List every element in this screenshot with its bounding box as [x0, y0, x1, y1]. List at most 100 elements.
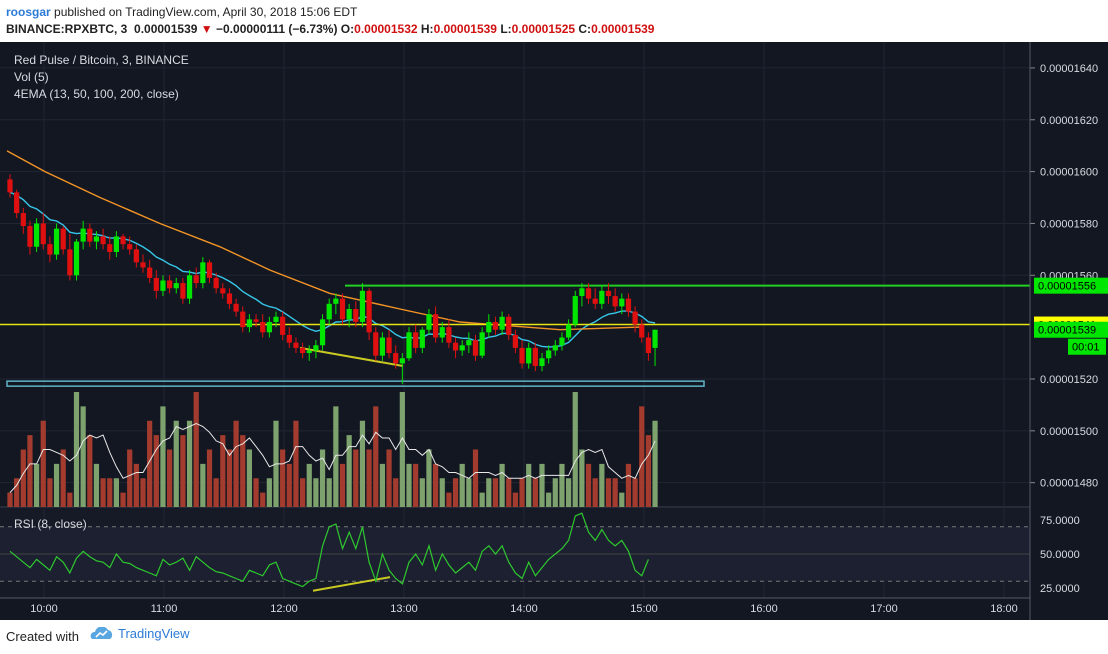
volume-bar — [353, 449, 359, 507]
candle-body — [639, 324, 645, 338]
candle-body — [479, 332, 485, 356]
volume-bar — [339, 463, 346, 507]
candle-body — [532, 347, 538, 367]
volume-bar — [579, 449, 585, 507]
volume-bar — [7, 492, 13, 507]
candle-body — [286, 334, 292, 343]
candle-body — [273, 316, 279, 322]
candle-body — [373, 332, 379, 356]
candle-body — [519, 347, 525, 364]
candle-body — [399, 358, 405, 364]
candle-body — [652, 329, 658, 348]
volume-bar — [605, 478, 612, 507]
volume-bar — [479, 492, 485, 507]
author-link[interactable]: roosgar — [6, 5, 51, 19]
chart-svg[interactable]: 0.00001640 0.00001620 0.00001600 0.00001580… — [0, 42, 1108, 620]
high-label: H: — [420, 22, 434, 36]
volume-bar — [386, 449, 392, 507]
volume-bar — [393, 478, 399, 507]
volume-bar — [466, 478, 472, 507]
rsi-divergence-line — [312, 576, 391, 592]
price-tick-label: 0.00001640 — [1040, 63, 1098, 75]
candle-body — [127, 244, 133, 250]
chart-title: Red Pulse / Bitcoin, 3, BINANCE — [14, 53, 189, 67]
volume-bar — [572, 392, 578, 507]
publisher-line: roosgar published on TradingView.com, Ap… — [6, 5, 357, 19]
candle-body — [359, 290, 366, 322]
candle-body — [419, 329, 425, 348]
volume-bar — [34, 463, 40, 507]
volume-bar — [220, 435, 226, 507]
candle-body — [393, 353, 399, 364]
volume-bar — [506, 478, 512, 507]
tradingview-logo-link[interactable]: TradingView — [88, 626, 190, 641]
volume-bar — [306, 463, 312, 507]
candle-body — [300, 347, 306, 354]
volume-bar — [472, 449, 479, 507]
volume-bar — [625, 463, 632, 507]
volume-bar — [539, 463, 545, 507]
candle-body — [599, 290, 605, 304]
candle-body — [319, 319, 326, 346]
candle-body — [100, 236, 106, 245]
candle-body — [459, 345, 465, 351]
candle-body — [260, 321, 266, 333]
rsi-tick-label: 75.0000 — [1040, 515, 1080, 527]
candle-body — [632, 311, 638, 325]
open-label: O: — [340, 22, 355, 36]
candle-body — [346, 308, 352, 320]
price-tag-bg — [1068, 338, 1106, 355]
candle-body — [280, 316, 286, 335]
volume-bar — [240, 435, 246, 507]
volume-bar — [499, 463, 505, 507]
volume-bar — [286, 463, 292, 507]
candle-body — [193, 275, 199, 284]
volume-bar — [512, 492, 518, 507]
volume-bar — [373, 406, 379, 507]
candle-body — [492, 321, 499, 330]
volume-bar — [399, 392, 405, 507]
volume-bar — [80, 406, 86, 507]
volume-bar — [47, 478, 53, 507]
volume-bar — [20, 449, 26, 507]
volume-bar — [452, 478, 459, 507]
candle-body — [253, 319, 259, 322]
candle-body — [34, 223, 40, 247]
candle-body — [313, 345, 319, 351]
price-tag-bg — [1034, 321, 1108, 338]
volume-bar — [433, 463, 439, 507]
volume-ma-line — [9, 423, 656, 493]
volume-bar — [27, 435, 33, 507]
volume-bar — [180, 435, 186, 507]
cloud-icon — [90, 626, 113, 639]
candle-body — [579, 288, 585, 297]
volume-bar — [160, 406, 166, 507]
volume-bar — [566, 478, 572, 507]
volume-bar — [413, 463, 419, 507]
volume-bar — [233, 420, 239, 507]
candle-body — [113, 236, 119, 252]
candle-body — [499, 316, 505, 330]
rsi-line — [9, 512, 649, 588]
volume-pane — [7, 392, 658, 507]
candle-body — [612, 296, 618, 307]
price-tick-label: 0.00001500 — [1040, 426, 1098, 438]
volume-bar — [226, 449, 233, 507]
footer: Created with TradingView — [0, 620, 1108, 654]
volume-bar — [293, 420, 299, 507]
volume-bar — [200, 463, 206, 507]
candle-body — [486, 321, 492, 333]
price-divergence-line — [299, 346, 404, 368]
candle-body — [526, 347, 532, 364]
volume-bar — [426, 449, 432, 507]
candle-body — [426, 314, 432, 330]
candle-body — [14, 192, 20, 214]
volume-bar — [552, 478, 558, 507]
candle-body — [605, 290, 612, 297]
candle-body — [140, 262, 146, 268]
volume-bar — [186, 420, 193, 507]
low-label: L: — [500, 22, 512, 36]
volume-bar — [133, 463, 139, 507]
candle-body — [386, 337, 392, 354]
chart-area[interactable]: 0.00001640 0.00001620 0.00001600 0.00001580… — [0, 42, 1108, 620]
